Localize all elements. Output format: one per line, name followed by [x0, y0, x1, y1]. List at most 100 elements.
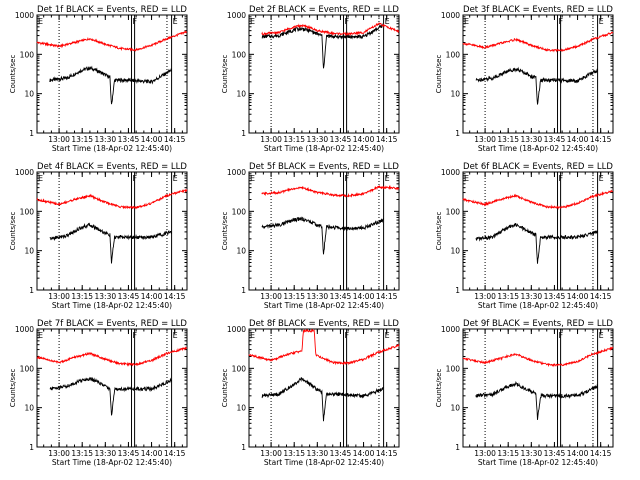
series-lld-line [462, 31, 614, 53]
y-tick-label: 1 [455, 443, 460, 452]
panel-det-4: Det 4f BLACK = Events, RED = LLD 1 10 100 10… [9, 162, 188, 310]
panel-title: Det 4f BLACK = Events, RED = LLD [37, 162, 187, 172]
series-events-line [261, 216, 384, 255]
y-tick-label: 1000 [15, 325, 34, 334]
x-tick-label: 14:15 [590, 292, 612, 301]
y-tick-label: 1000 [227, 11, 246, 20]
y-tick-label: 1000 [15, 11, 34, 20]
panel-det-9: Det 9f BLACK = Events, RED = LLD 1 10 100 10… [435, 319, 614, 467]
panel-det-7: Det 7f BLACK = Events, RED = LLD 1 10 100 10… [9, 319, 188, 467]
series-events-line [475, 380, 599, 420]
x-tick-label: 13:15 [71, 449, 93, 458]
plot-frame [462, 171, 614, 291]
x-tick-label: 13:30 [521, 292, 543, 301]
y-tick-label: 1000 [15, 168, 34, 177]
y-tick-label: 100 [446, 207, 461, 216]
panel-det-3: Det 3f BLACK = Events, RED = LLD 1 10 100 10… [435, 5, 614, 153]
series-events-line [49, 222, 173, 264]
series-lld-line [36, 346, 188, 367]
time-marker-label: E [173, 17, 178, 26]
y-axis-label: Counts/sec [221, 212, 229, 251]
panel-title: Det 5f BLACK = Events, RED = LLD [249, 162, 399, 172]
x-axis-label: Start Time (18-Apr-02 12:45:40) [478, 301, 598, 310]
x-tick-label: 13:15 [283, 449, 305, 458]
time-marker-label: E [599, 17, 604, 26]
x-tick-label: 14:15 [590, 135, 612, 144]
y-tick-label: 100 [20, 207, 35, 216]
series-events-line [49, 65, 173, 105]
time-marker-label: E [173, 331, 178, 340]
y-tick-label: 1000 [227, 325, 246, 334]
x-tick-label: 13:15 [497, 449, 519, 458]
x-tick-label: 13:45 [330, 449, 352, 458]
series-events-line [261, 377, 384, 422]
time-marker-label: E [250, 17, 255, 26]
x-tick-label: 13:30 [521, 449, 543, 458]
x-tick-label: 13:45 [118, 135, 140, 144]
time-marker-label: E [38, 174, 43, 183]
x-tick-label: 13:45 [118, 449, 140, 458]
panel-title: Det 2f BLACK = Events, RED = LLD [249, 5, 399, 15]
x-tick-label: 13:45 [118, 292, 140, 301]
y-tick-label: 1000 [227, 168, 246, 177]
panel-det-6: Det 6f BLACK = Events, RED = LLD 1 10 100 10… [435, 162, 614, 310]
x-tick-label: 14:00 [141, 449, 163, 458]
series-lld-line [36, 188, 188, 210]
plot-frame [248, 171, 400, 291]
x-tick-label: 14:00 [353, 135, 375, 144]
y-tick-label: 100 [20, 364, 35, 373]
time-marker-label: E [599, 331, 604, 340]
panel-title: Det 1f BLACK = Events, RED = LLD [37, 5, 187, 15]
y-tick-label: 1 [29, 286, 34, 295]
x-tick-label: 13:15 [71, 135, 93, 144]
x-tick-label: 14:00 [141, 292, 163, 301]
y-tick-label: 10 [24, 247, 34, 256]
plot-frame [248, 328, 400, 448]
y-axis-label: Counts/sec [9, 369, 17, 408]
series-lld-line [261, 22, 400, 37]
x-axis-label: Start Time (18-Apr-02 12:45:40) [478, 144, 598, 153]
y-tick-label: 1 [241, 286, 246, 295]
x-tick-label: 14:00 [567, 449, 589, 458]
x-tick-label: 13:30 [307, 292, 329, 301]
x-tick-label: 13:15 [497, 135, 519, 144]
y-tick-label: 1 [29, 443, 34, 452]
x-tick-label: 13:00 [48, 449, 70, 458]
time-marker-label: E [464, 174, 469, 183]
x-tick-label: 13:30 [95, 449, 117, 458]
time-marker-label: E [250, 331, 255, 340]
panel-title: Det 9f BLACK = Events, RED = LLD [463, 319, 613, 329]
y-tick-label: 1 [455, 286, 460, 295]
y-tick-label: 100 [232, 364, 247, 373]
y-tick-label: 100 [20, 50, 35, 59]
series-lld-line [36, 29, 188, 52]
series-events-line [49, 376, 172, 416]
y-tick-label: 1000 [441, 11, 460, 20]
x-tick-label: 13:30 [95, 135, 117, 144]
y-axis-label: Counts/sec [435, 212, 443, 251]
plot-frame [36, 171, 188, 291]
x-axis-label: Start Time (18-Apr-02 12:45:40) [264, 301, 384, 310]
x-tick-label: 14:00 [353, 292, 375, 301]
x-tick-label: 14:00 [353, 449, 375, 458]
y-tick-label: 10 [24, 90, 34, 99]
x-tick-label: 13:30 [521, 135, 543, 144]
x-tick-label: 13:45 [544, 135, 566, 144]
x-tick-label: 13:45 [330, 292, 352, 301]
x-axis-label: Start Time (18-Apr-02 12:45:40) [264, 144, 384, 153]
y-axis-label: Counts/sec [9, 55, 17, 94]
time-marker-label: E [385, 331, 390, 340]
x-tick-label: 13:00 [48, 135, 70, 144]
x-tick-label: 14:15 [376, 449, 398, 458]
y-axis-label: Counts/sec [9, 212, 17, 251]
time-marker-label: E [599, 174, 604, 183]
y-axis-label: Counts/sec [221, 55, 229, 94]
panel-det-8: Det 8f BLACK = Events, RED = LLD 1 10 100 10… [221, 319, 400, 467]
x-tick-label: 14:15 [164, 135, 186, 144]
panel-title: Det 8f BLACK = Events, RED = LLD [249, 319, 399, 329]
y-axis-label: Counts/sec [435, 369, 443, 408]
time-marker-label: E [38, 17, 43, 26]
x-tick-label: 14:00 [567, 292, 589, 301]
y-tick-label: 1 [29, 129, 34, 138]
x-tick-label: 14:15 [376, 135, 398, 144]
